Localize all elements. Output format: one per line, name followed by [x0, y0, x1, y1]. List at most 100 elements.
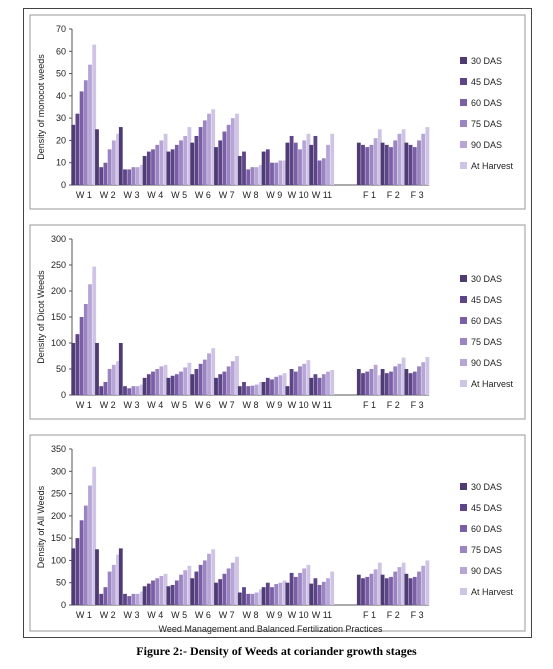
bar	[309, 583, 314, 605]
bar	[230, 118, 235, 185]
bar	[207, 113, 211, 185]
bar	[194, 135, 199, 185]
bar	[412, 576, 417, 605]
bar	[202, 120, 207, 185]
bar	[170, 375, 175, 395]
bar	[393, 571, 398, 605]
y-tick-label: 70	[56, 24, 66, 34]
bar	[103, 162, 108, 185]
bar	[222, 371, 227, 395]
bar	[425, 357, 430, 395]
bar	[131, 386, 136, 395]
y-axis-label: Density of All Weeds	[36, 485, 46, 568]
x-tick-label: W 3	[123, 610, 139, 620]
bar	[389, 147, 393, 185]
legend-label: 45 DAS	[471, 77, 502, 87]
bar	[261, 587, 266, 605]
bar	[218, 140, 223, 185]
x-tick-label: F 2	[387, 190, 400, 200]
bar	[230, 562, 235, 605]
bar	[306, 133, 311, 185]
chart-area-border	[29, 224, 526, 420]
bar	[163, 573, 168, 605]
bar	[151, 371, 155, 395]
all-weeds-chart-panel: 0 50 100 150 200 250 300 350 Density of All Weed…	[24, 429, 531, 637]
bar	[198, 564, 203, 605]
bar	[139, 591, 144, 605]
bar	[254, 384, 259, 395]
bar	[361, 373, 365, 395]
bar	[174, 580, 179, 605]
chart-area-border	[29, 14, 526, 210]
bar	[265, 377, 270, 395]
bar	[183, 367, 188, 395]
x-tick-label: W 2	[100, 190, 116, 200]
bar	[326, 578, 330, 605]
bar	[261, 382, 266, 395]
bar	[83, 304, 88, 395]
y-tick-label: 300	[51, 466, 66, 476]
bar	[222, 131, 227, 185]
x-tick-label: F 1	[363, 190, 376, 200]
legend-swatch	[460, 525, 467, 532]
chart-area-border	[29, 434, 526, 632]
bar	[289, 572, 294, 605]
bar	[92, 466, 97, 605]
bar	[369, 573, 374, 605]
legend-swatch	[460, 546, 467, 553]
bar	[373, 364, 378, 395]
bar	[111, 364, 116, 395]
bar	[377, 129, 382, 185]
legend-swatch	[460, 359, 467, 366]
bar	[207, 353, 211, 395]
bar	[421, 133, 426, 185]
bar	[151, 149, 155, 185]
x-tick-label: W 3	[123, 400, 139, 410]
x-tick-label: W 9	[266, 400, 282, 410]
bar	[142, 586, 147, 605]
bar	[293, 142, 298, 185]
bar	[298, 149, 302, 185]
bar	[75, 334, 80, 395]
x-tick-label: W 10	[288, 400, 309, 410]
bar	[278, 582, 283, 605]
bar	[401, 129, 406, 185]
legend-label: At Harvest	[471, 161, 514, 171]
bar	[309, 144, 314, 185]
bar	[131, 593, 136, 605]
x-tick-label: W 9	[266, 610, 282, 620]
bar	[107, 571, 112, 605]
bar	[317, 584, 322, 605]
bar	[88, 64, 92, 185]
bar	[155, 144, 160, 185]
x-tick-label: W 7	[219, 190, 235, 200]
figure-frame: 0 10 20 30 40 50 60 70 Density of monocot weeds W…	[23, 8, 532, 638]
bar	[404, 142, 409, 185]
bar	[159, 576, 164, 605]
bar	[321, 374, 326, 395]
bar	[127, 169, 132, 185]
bar	[103, 382, 108, 395]
legend-swatch	[460, 338, 467, 345]
dicot-chart-panel: 0 50 100 150 200 250 300 Density of Dicot Weeds…	[24, 219, 531, 425]
legend-label: 45 DAS	[471, 295, 502, 305]
bar	[135, 386, 140, 395]
legend-label: 30 DAS	[471, 482, 502, 492]
legend-label: 75 DAS	[471, 545, 502, 555]
bar	[270, 379, 274, 395]
bar	[163, 133, 168, 185]
x-tick-label: F 1	[363, 400, 376, 410]
bar	[254, 592, 259, 605]
x-tick-label: W 8	[242, 610, 258, 620]
bar	[75, 538, 80, 605]
bar	[207, 553, 211, 605]
x-tick-label: F 3	[411, 610, 424, 620]
x-tick-label: F 2	[387, 610, 400, 620]
y-axis-label: Density of Dicot Weeds	[36, 270, 46, 364]
bar	[116, 133, 120, 185]
bar	[202, 359, 207, 395]
bar	[408, 578, 413, 605]
bar	[326, 371, 330, 395]
legend-label: 90 DAS	[471, 140, 502, 150]
bar	[298, 572, 302, 605]
